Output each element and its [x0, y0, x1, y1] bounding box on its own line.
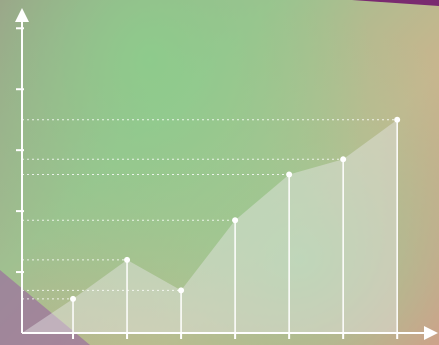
point	[232, 217, 239, 224]
point	[394, 116, 401, 123]
plot-area	[22, 116, 401, 333]
point	[340, 156, 347, 163]
point	[124, 256, 131, 263]
area	[22, 119, 398, 333]
point	[178, 287, 185, 294]
corner-ribbon	[352, 0, 439, 6]
x-axis-arrow	[424, 326, 438, 340]
point	[286, 171, 293, 178]
point	[70, 295, 77, 302]
y-axis-arrow	[15, 8, 29, 22]
